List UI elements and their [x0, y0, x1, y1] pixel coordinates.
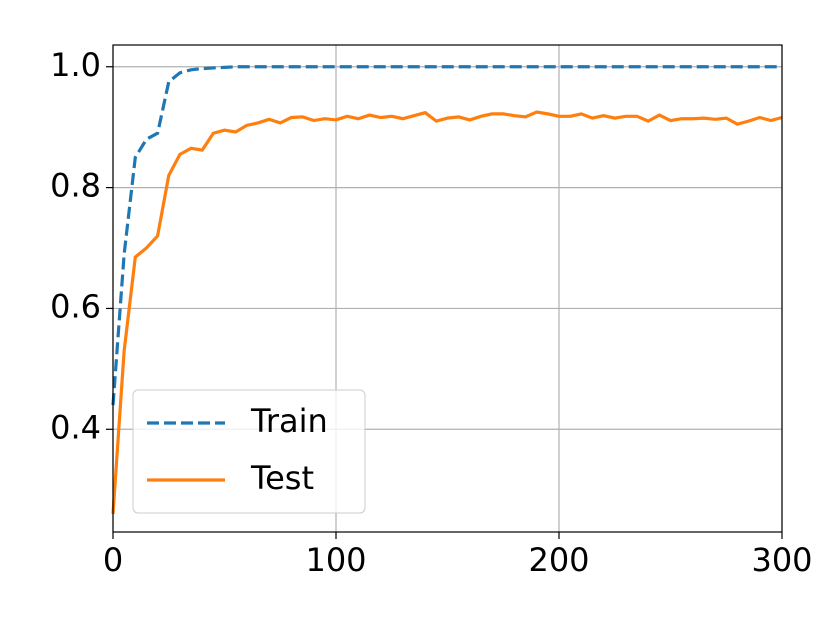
x-tick-label: 300	[751, 541, 812, 579]
y-tick-label: 1.0	[50, 46, 101, 84]
legend-box	[132, 389, 366, 514]
y-tick-label: 0.6	[50, 287, 101, 325]
line	[111, 110, 783, 514]
line	[111, 65, 782, 406]
x-tick-label: 200	[528, 541, 589, 579]
legend-label: Train	[250, 402, 328, 440]
x-tick-label: 0	[103, 541, 123, 579]
plot-frame	[112, 44, 783, 533]
legend-label: Test	[250, 459, 314, 497]
y-tick-label: 0.4	[50, 408, 101, 446]
x-tick-label: 100	[305, 541, 366, 579]
y-tick-label: 0.8	[50, 167, 101, 205]
